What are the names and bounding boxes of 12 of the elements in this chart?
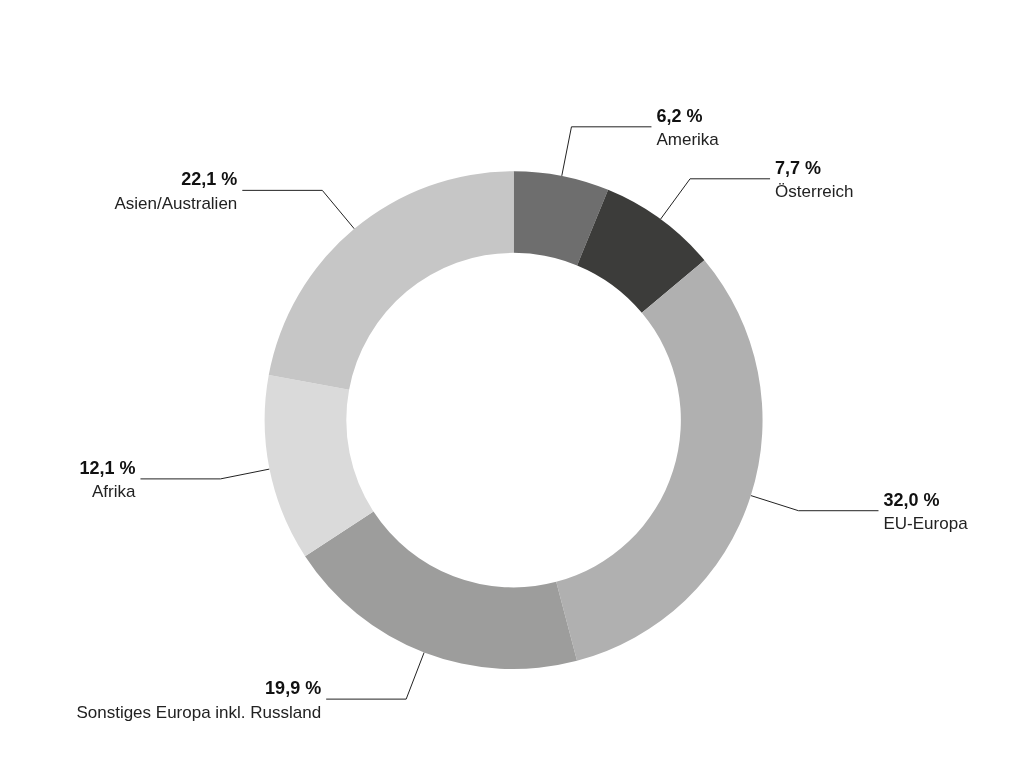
data-label: 19,9 % (265, 678, 322, 699)
slice-label: EU-Europa (883, 514, 969, 534)
slice-label: Amerika (656, 130, 720, 150)
slice-label: Österreich (775, 182, 854, 202)
slice-label: Sonstiges Europa inkl. Russland (76, 702, 322, 722)
data-label: 7,7 % (775, 157, 822, 178)
data-label: 12,1 % (79, 457, 136, 478)
data-label: 22,1 % (181, 169, 238, 190)
slice-label: Afrika (92, 482, 136, 502)
data-label: 6,2 % (656, 105, 703, 126)
slice-label: Asien/Australien (114, 193, 238, 213)
data-label: 32,0 % (883, 489, 940, 510)
